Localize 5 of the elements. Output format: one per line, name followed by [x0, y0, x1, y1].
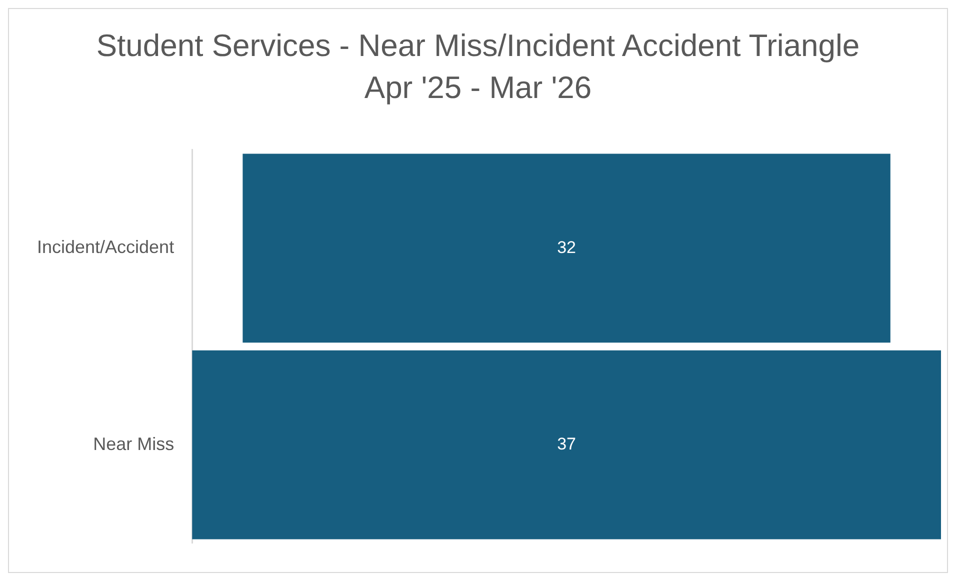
data-label: 32 — [557, 238, 576, 257]
category-label: Incident/Accident — [36, 237, 174, 258]
category-label: Near Miss — [93, 434, 174, 454]
data-label: 37 — [557, 434, 576, 454]
text: Student Services - Near Miss/Incident Accident Triangle Apr '25 - Mar '26 — [95, 27, 861, 107]
